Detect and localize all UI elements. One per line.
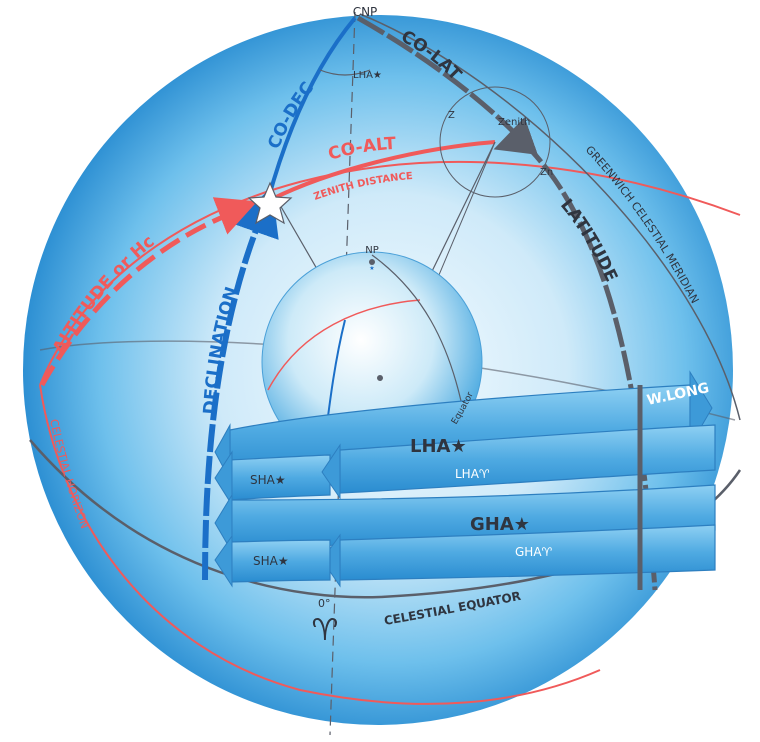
- co-dec-arc: [266, 16, 357, 201]
- lha-aries-label: LHA♈: [455, 467, 490, 481]
- lha-aries-arrowhead: [321, 443, 341, 500]
- gha-aries-band: [339, 524, 716, 581]
- inner-meridian: [371, 254, 466, 421]
- zenith-label: Zenith: [498, 117, 530, 128]
- altitude-arc: [39, 207, 241, 387]
- gha-star-label: GHA★: [470, 514, 530, 535]
- zn-label: Zn: [540, 167, 553, 178]
- lha-star-label: LHA★: [410, 436, 467, 457]
- aries-symbol: ♈: [312, 613, 339, 648]
- celestial-horizon-lower: [39, 384, 601, 705]
- zero-degree-label: 0°: [318, 597, 331, 610]
- sha-band-1-arrowhead: [214, 450, 233, 507]
- gha-aries-label: GHA♈: [515, 545, 553, 559]
- sha-star-label-1: SHA★: [250, 473, 286, 487]
- inner-horizon: [267, 299, 421, 391]
- zenith-arrowhead: [493, 117, 538, 155]
- earth-center-dot: [377, 375, 383, 381]
- celestial-horizon-upper: [39, 160, 741, 386]
- lha-small-arc: [319, 69, 371, 76]
- zenith-azimuth-circle: [439, 86, 551, 198]
- sha-band-2: [229, 539, 331, 583]
- sha-band-2-arrowhead: [214, 534, 233, 588]
- inner-np-dot: [369, 259, 375, 265]
- gha-band-arrowhead: [214, 493, 233, 554]
- co-alt-arc: [269, 140, 496, 202]
- star-marker: [247, 181, 293, 225]
- cnp-label: CNP: [353, 5, 378, 19]
- greenwich-meridian-line: [359, 13, 741, 421]
- inner-star-marker: ★: [369, 265, 374, 272]
- sha-star-label-2: SHA★: [253, 554, 289, 568]
- lha-star-small-label: LHA★: [353, 70, 382, 81]
- z-label: Z: [448, 110, 455, 121]
- altitude-arrowhead: [212, 197, 258, 235]
- gha-aries-arrowhead: [321, 533, 341, 588]
- np-label: NP: [365, 245, 379, 256]
- declination-arc: [202, 198, 271, 581]
- sha-band-1: [229, 454, 331, 501]
- lha-aries-band: [339, 424, 716, 494]
